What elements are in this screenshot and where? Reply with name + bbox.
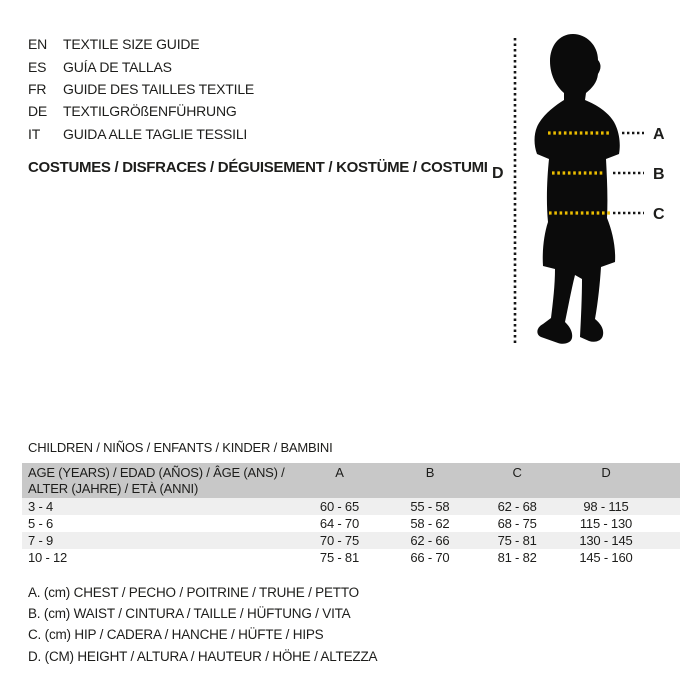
hip-cell: 75 - 81 bbox=[497, 533, 537, 548]
measure-label-a: A bbox=[653, 126, 665, 143]
column-header-d: D bbox=[561, 463, 651, 498]
hip-cell: 81 - 82 bbox=[497, 550, 537, 565]
legend-item: D. (CM) HEIGHT / ALTURA / HAUTEUR / HÖHE… bbox=[28, 648, 378, 664]
language-row: EN TEXTILE SIZE GUIDE bbox=[28, 33, 254, 55]
row-spacer bbox=[650, 549, 680, 566]
measure-label-d: D bbox=[492, 165, 504, 182]
waist-cell: 62 - 66 bbox=[410, 533, 450, 548]
child-silhouette-figure: D A B C bbox=[492, 34, 665, 345]
age-header-line2: ALTER (JAHRE) / ETÀ (ANNI) bbox=[28, 480, 199, 496]
language-row: ES GUÍA DE TALLAS bbox=[28, 55, 254, 77]
chest-cell: 60 - 65 bbox=[319, 499, 359, 514]
hip-cell: 62 - 68 bbox=[497, 499, 537, 514]
language-guide-title: GUÍA DE TALLAS bbox=[63, 58, 172, 75]
language-row: IT GUIDA ALLE TAGLIE TESSILI bbox=[28, 123, 254, 145]
age-cell: 3 - 4 bbox=[28, 499, 54, 514]
language-code: DE bbox=[28, 103, 48, 120]
header-spacer bbox=[650, 463, 680, 498]
row-spacer bbox=[650, 515, 680, 532]
hip-cell: 68 - 75 bbox=[497, 516, 537, 531]
height-cell: 98 - 115 bbox=[583, 499, 629, 514]
measurement-legend: A. (cm) CHEST / PECHO / POITRINE / TRUHE… bbox=[28, 582, 377, 667]
row-spacer bbox=[650, 532, 680, 549]
age-header-line1: AGE (YEARS) / EDAD (AÑOS) / ÂGE (ANS) / bbox=[28, 465, 285, 480]
language-code: IT bbox=[28, 125, 41, 142]
language-code: EN bbox=[28, 36, 48, 53]
language-row: FR GUIDE DES TAILLES TEXTILE bbox=[28, 78, 254, 100]
column-header-a: A bbox=[291, 463, 388, 498]
age-cell: 5 - 6 bbox=[28, 516, 54, 531]
size-table-row: 3 - 4 60 - 65 55 - 58 62 - 68 98 - 115 bbox=[22, 498, 680, 515]
height-cell: 130 - 145 bbox=[579, 533, 633, 548]
size-table-row: 10 - 12 75 - 81 66 - 70 81 - 82 145 - 16… bbox=[22, 549, 680, 566]
height-cell: 145 - 160 bbox=[579, 550, 633, 565]
measure-label-c: C bbox=[653, 206, 665, 223]
chest-cell: 75 - 81 bbox=[319, 550, 359, 565]
age-cell: 10 - 12 bbox=[28, 550, 68, 565]
legend-item: A. (cm) CHEST / PECHO / POITRINE / TRUHE… bbox=[28, 585, 359, 600]
legend-item: B. (cm) WAIST / CINTURA / TAILLE / HÜFTU… bbox=[28, 606, 351, 622]
language-guide-title: GUIDE DES TAILLES TEXTILE bbox=[63, 80, 255, 97]
row-spacer bbox=[650, 498, 680, 515]
language-guide-title: GUIDA ALLE TAGLIE TESSILI bbox=[63, 125, 248, 142]
height-cell: 115 - 130 bbox=[579, 516, 633, 531]
waist-cell: 55 - 58 bbox=[410, 499, 450, 514]
legend-item: C. (cm) HIP / CADERA / HANCHE / HÜFTE / … bbox=[28, 627, 324, 643]
size-table-row: 7 - 9 70 - 75 62 - 66 75 - 81 130 - 145 bbox=[22, 532, 680, 549]
age-cell: 7 - 9 bbox=[28, 533, 54, 548]
size-table: AGE (YEARS) / EDAD (AÑOS) / ÂGE (ANS) / … bbox=[22, 463, 680, 566]
child-silhouette bbox=[534, 34, 620, 344]
language-list: EN TEXTILE SIZE GUIDE ES GUÍA DE TALLAS … bbox=[28, 33, 254, 145]
language-guide-title: TEXTILGRÖßENFÜHRUNG bbox=[63, 103, 237, 120]
language-guide-title: TEXTILE SIZE GUIDE bbox=[63, 36, 200, 53]
column-header-b: B bbox=[387, 463, 473, 498]
measure-label-b: B bbox=[653, 166, 665, 183]
age-column-header: AGE (YEARS) / EDAD (AÑOS) / ÂGE (ANS) / … bbox=[22, 463, 292, 498]
size-table-row: 5 - 6 64 - 70 58 - 62 68 - 75 115 - 130 bbox=[22, 515, 680, 532]
chest-cell: 64 - 70 bbox=[319, 516, 359, 531]
chest-cell: 70 - 75 bbox=[319, 533, 359, 548]
waist-cell: 66 - 70 bbox=[410, 550, 450, 565]
language-code: ES bbox=[28, 58, 47, 75]
table-section-title: CHILDREN / NIÑOS / ENFANTS / KINDER / BA… bbox=[28, 440, 333, 455]
category-title: COSTUMES / DISFRACES / DÉGUISEMENT / KOS… bbox=[28, 159, 488, 176]
column-header-c: C bbox=[472, 463, 562, 498]
size-table-header-row: AGE (YEARS) / EDAD (AÑOS) / ÂGE (ANS) / … bbox=[22, 463, 680, 498]
language-code: FR bbox=[28, 80, 47, 97]
language-row: DE TEXTILGRÖßENFÜHRUNG bbox=[28, 100, 254, 122]
size-table-body: 3 - 4 60 - 65 55 - 58 62 - 68 98 - 115 5… bbox=[22, 498, 680, 566]
waist-cell: 58 - 62 bbox=[410, 516, 450, 531]
